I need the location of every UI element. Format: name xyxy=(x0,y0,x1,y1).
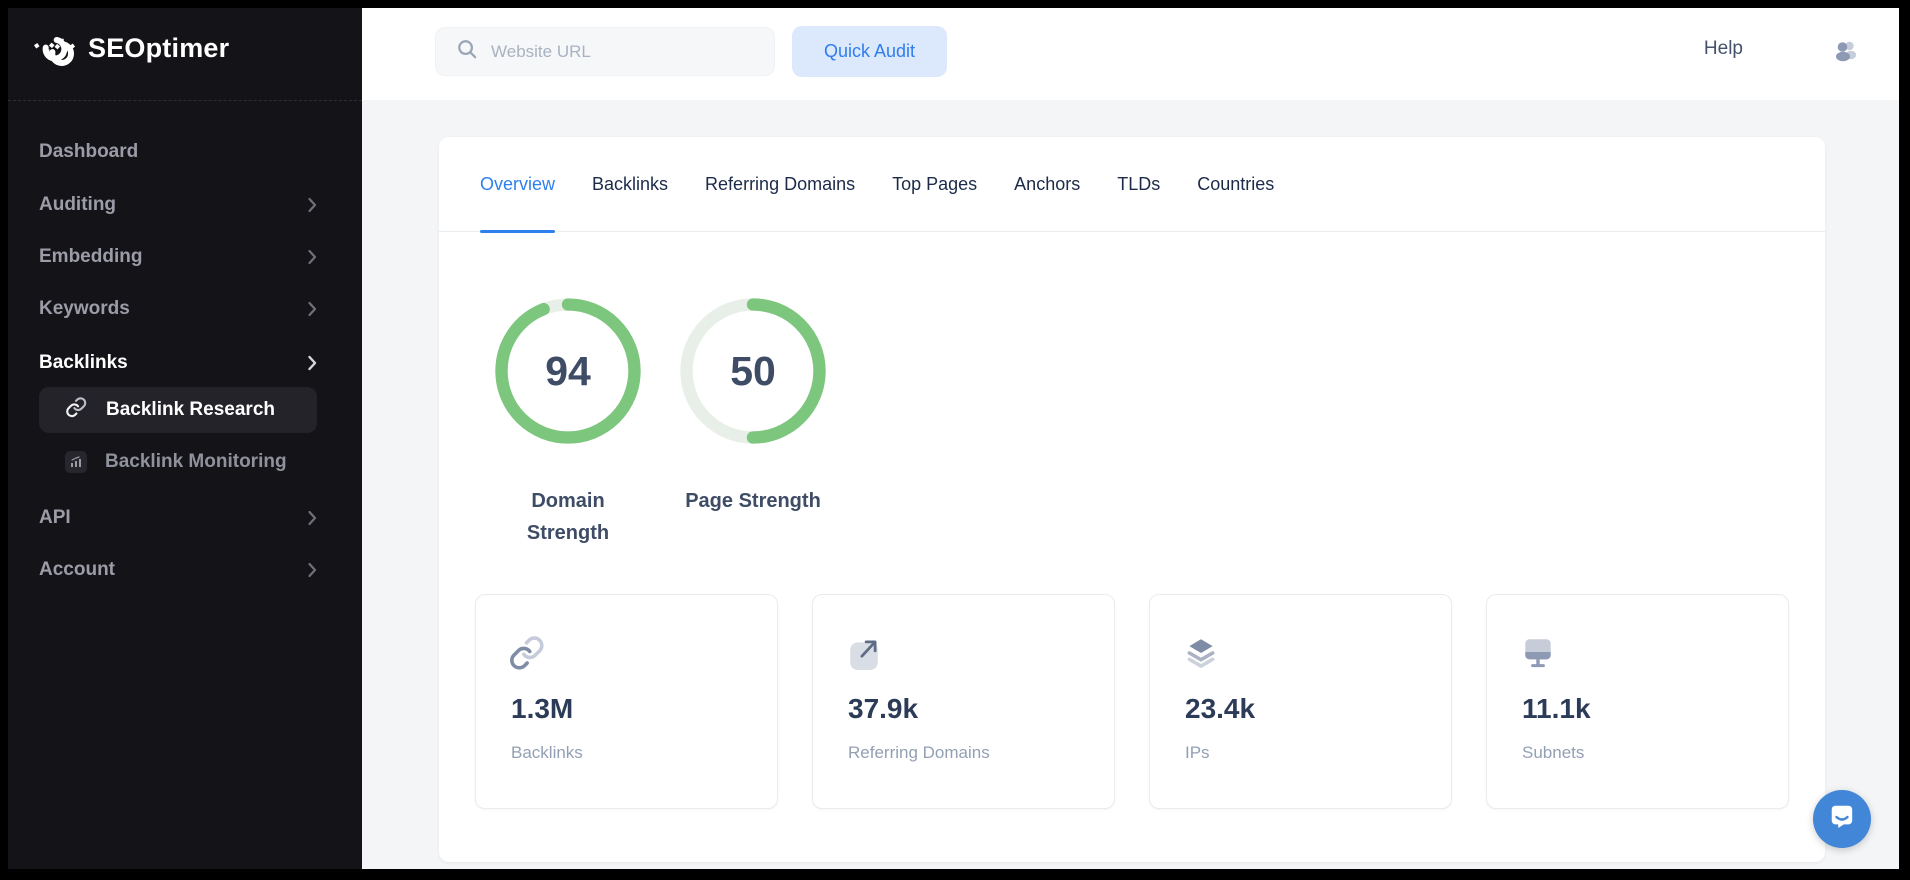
chat-bubble-icon xyxy=(1827,802,1857,837)
stat-value: 11.1k xyxy=(1522,693,1591,724)
tab-countries[interactable]: Countries xyxy=(1197,173,1275,194)
stat-label: Referring Domains xyxy=(848,743,990,762)
stat-label: Backlinks xyxy=(511,743,583,762)
tab-referring-domains[interactable]: Referring Domains xyxy=(705,173,856,194)
sidebar-item-backlink-research[interactable]: Backlink Research xyxy=(39,387,317,433)
quick-audit-button[interactable]: Quick Audit xyxy=(792,26,947,77)
chat-launcher-button[interactable] xyxy=(1813,790,1871,848)
domain-strength-gauge: 94 xyxy=(492,295,644,447)
sidebar-item-account[interactable]: Account xyxy=(8,544,362,596)
link-icon xyxy=(65,396,88,425)
chevron-right-icon xyxy=(308,301,317,317)
page-strength-gauge: 50 xyxy=(677,295,829,447)
domain-strength-label: Domain Strength xyxy=(526,490,610,544)
brand-name: SEOptimer xyxy=(88,33,230,63)
sidebar-item-backlink-monitoring[interactable]: Backlink Monitoring xyxy=(39,439,317,485)
app-screen: SEOptimer Dashboard Auditing Embedding K… xyxy=(8,8,1899,869)
sidebar-item-backlinks[interactable]: Backlinks xyxy=(8,337,362,389)
tab-anchors[interactable]: Anchors xyxy=(1014,173,1081,194)
sidebar-item-label: Dashboard xyxy=(39,141,139,162)
users-avatar-icon[interactable] xyxy=(1833,38,1859,64)
stat-card-referring-domains: 37.9k Referring Domains xyxy=(812,594,1115,809)
sidebar-item-api[interactable]: API xyxy=(8,492,362,544)
stat-card-backlinks: 1.3M Backlinks xyxy=(475,594,778,809)
sidebar-item-label: Account xyxy=(39,559,115,580)
domain-strength-value: 94 xyxy=(545,347,591,394)
website-url-search[interactable] xyxy=(435,27,775,76)
stat-value: 23.4k xyxy=(1185,693,1256,724)
tab-top-pages[interactable]: Top Pages xyxy=(892,173,978,194)
stat-card-subnets: 11.1k Subnets xyxy=(1486,594,1789,809)
external-link-icon xyxy=(846,635,882,676)
chevron-right-icon xyxy=(308,197,317,213)
search-icon xyxy=(456,38,479,66)
sidebar: SEOptimer Dashboard Auditing Embedding K… xyxy=(8,8,362,869)
sidebar-divider xyxy=(8,100,362,101)
stat-value: 1.3M xyxy=(511,693,574,724)
stat-value: 37.9k xyxy=(848,693,919,724)
brand-logo[interactable]: SEOptimer xyxy=(32,24,229,73)
topbar: Quick Audit Help xyxy=(362,8,1899,100)
chevron-right-icon xyxy=(308,562,317,578)
chevron-right-icon xyxy=(308,249,317,265)
page-strength-label: Page Strength xyxy=(685,490,821,512)
tab-overview[interactable]: Overview xyxy=(480,137,556,233)
tab-tlds[interactable]: TLDs xyxy=(1117,173,1161,194)
link-icon xyxy=(509,635,545,676)
sidebar-item-label: Keywords xyxy=(39,298,130,319)
stat-label: IPs xyxy=(1185,743,1210,762)
sidebar-subitem-label: Backlink Monitoring xyxy=(105,451,287,472)
sidebar-item-label: API xyxy=(39,507,71,528)
backlink-overview-panel: Overview Backlinks Referring Domains Top… xyxy=(439,137,1825,862)
sidebar-subitem-label: Backlink Research xyxy=(106,399,275,420)
sidebar-item-label: Auditing xyxy=(39,194,117,215)
tab-bar: Overview Backlinks Referring Domains Top… xyxy=(439,137,1825,233)
sidebar-item-auditing[interactable]: Auditing xyxy=(8,179,362,231)
sidebar-item-keywords[interactable]: Keywords xyxy=(8,283,362,335)
monitor-icon xyxy=(1520,635,1556,676)
chevron-right-icon xyxy=(308,355,317,371)
page-strength-value: 50 xyxy=(730,347,776,394)
stat-card-ips: 23.4k IPs xyxy=(1149,594,1452,809)
help-link[interactable]: Help xyxy=(1703,38,1743,59)
sidebar-item-label: Backlinks xyxy=(39,352,128,373)
sidebar-item-dashboard[interactable]: Dashboard xyxy=(8,126,362,178)
search-input[interactable] xyxy=(491,41,731,62)
stat-label: Subnets xyxy=(1522,743,1585,762)
sidebar-item-label: Embedding xyxy=(39,246,143,267)
sidebar-item-embedding[interactable]: Embedding xyxy=(8,231,362,283)
tab-backlinks[interactable]: Backlinks xyxy=(592,173,669,194)
bar-chart-icon xyxy=(65,451,87,473)
chevron-right-icon xyxy=(308,510,317,526)
seoptimer-gear-logo-icon xyxy=(32,24,76,73)
layers-icon xyxy=(1183,635,1219,676)
